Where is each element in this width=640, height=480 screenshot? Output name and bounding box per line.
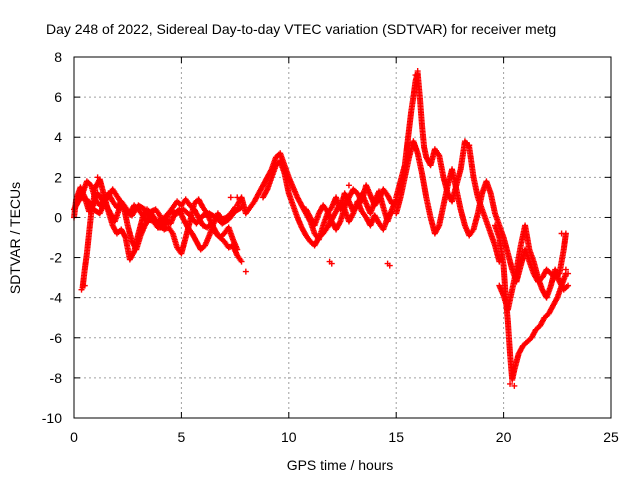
data-point <box>388 200 395 207</box>
y-tick-label: -4 <box>50 290 63 306</box>
x-tick-label: 10 <box>281 429 297 445</box>
y-axis-label: SDTVAR / TECUs <box>7 182 23 294</box>
data-point <box>94 174 101 181</box>
data-point <box>234 194 241 201</box>
y-tick-label: 8 <box>54 49 62 65</box>
x-tick-label: 20 <box>496 429 512 445</box>
data-point <box>511 382 518 389</box>
data-point <box>461 140 468 147</box>
y-tick-label: 2 <box>54 169 62 185</box>
y-tick-label: -2 <box>50 250 63 266</box>
data-point <box>242 268 249 275</box>
data-point <box>238 258 245 265</box>
data-point <box>466 142 473 149</box>
tick-labels-layer: 0 5 10 15 20 25 -10 -8 -6 -4 -2 0 2 4 6 8 <box>42 49 619 445</box>
data-point <box>238 204 245 211</box>
y-tick-label: 4 <box>54 129 62 145</box>
data-point <box>81 282 88 289</box>
y-tick-label: 0 <box>54 209 62 225</box>
data-point <box>565 270 572 277</box>
data-point <box>412 72 419 79</box>
data-point <box>558 230 565 237</box>
data-point <box>562 266 569 273</box>
data-point <box>227 194 234 201</box>
data-point <box>237 205 244 212</box>
x-tick-label: 25 <box>603 429 619 445</box>
plot-border <box>73 56 612 419</box>
ticks-layer <box>73 56 612 419</box>
x-tick-label: 0 <box>70 429 78 445</box>
data-point <box>386 262 393 269</box>
y-tick-label: -10 <box>42 410 62 426</box>
data-point <box>78 286 85 293</box>
y-tick-label: 6 <box>54 89 62 105</box>
x-axis-label: GPS time / hours <box>287 457 394 473</box>
chart-title: Day 248 of 2022, Sidereal Day-to-day VTE… <box>46 21 556 37</box>
grid-layer <box>74 57 611 418</box>
data-point <box>328 260 335 267</box>
data-point <box>507 380 514 387</box>
data-point <box>414 68 421 75</box>
x-tick-label: 15 <box>388 429 404 445</box>
points-layer <box>71 68 572 389</box>
y-tick-label: -6 <box>50 330 63 346</box>
data-point <box>565 282 572 289</box>
y-tick-label: -8 <box>50 370 63 386</box>
data-point <box>345 182 352 189</box>
x-tick-label: 5 <box>178 429 186 445</box>
